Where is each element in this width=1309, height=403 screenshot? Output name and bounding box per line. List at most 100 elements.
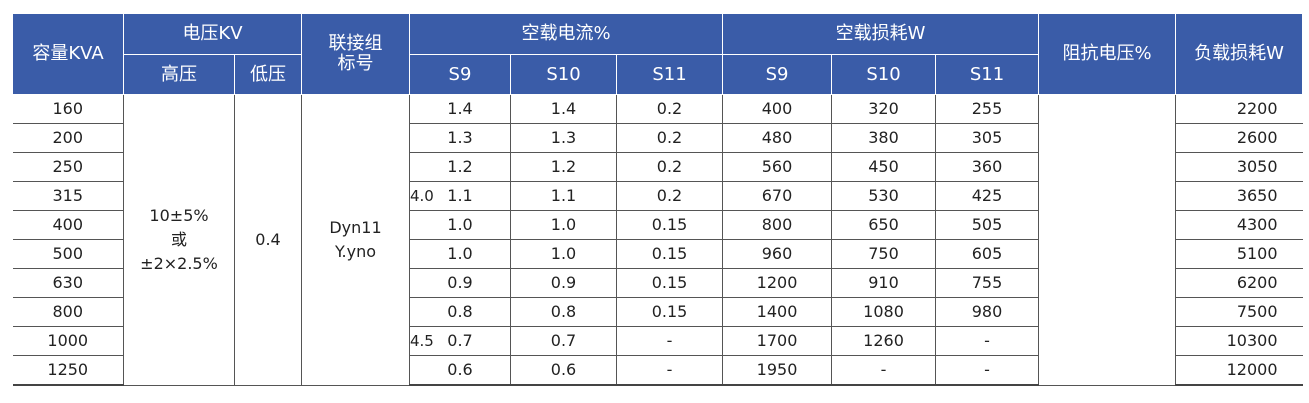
loss-s11-cell: 305 [935, 123, 1040, 153]
loss-s9-cell: 1950 [722, 355, 833, 386]
impedance-value-4-0: 4.0 [410, 187, 434, 205]
header-load-loss: 负载损耗W [1175, 13, 1304, 95]
table-row: 250 1.2 1.2 0.2 560 450 360 3050 [12, 152, 1303, 182]
header-loss-s10: S10 [831, 54, 937, 95]
current-s10-cell: 0.6 [510, 355, 617, 386]
current-s11-cell: - [615, 326, 724, 356]
header-no-load-current: 空载电流% [408, 13, 724, 55]
loss-s9-cell: 480 [722, 123, 833, 153]
current-s9-cell: 1.0 [409, 210, 511, 240]
loss-s11-cell: - [935, 326, 1040, 356]
header-connection-group: 联接组 标号 [301, 13, 410, 95]
header-loss-s9: S9 [722, 54, 833, 95]
high-voltage-line3: ±2×2.5% [140, 253, 218, 273]
current-s10-cell: 1.1 [510, 181, 617, 211]
loss-s9-cell: 1200 [722, 268, 833, 298]
capacity-cell: 630 [12, 268, 124, 298]
loss-s11-cell: - [935, 355, 1040, 386]
loss-s11-cell: 255 [935, 94, 1040, 124]
loss-s11-cell: 605 [935, 239, 1040, 269]
load-loss-cell: 3650 [1175, 181, 1303, 211]
loss-s10-cell: 450 [831, 152, 937, 182]
high-voltage-line1: 10±5% [149, 205, 209, 225]
header-no-load-loss: 空载损耗W [722, 13, 1040, 55]
table-row: 800 0.8 0.8 0.15 1400 1080 980 7500 [12, 297, 1303, 327]
loss-s9-cell: 670 [722, 181, 833, 211]
current-s9-cell: 1.3 [409, 123, 511, 153]
current-s10-cell: 0.7 [510, 326, 617, 356]
header-current-s9: S9 [409, 54, 511, 95]
current-s9-cell: 0.8 [409, 297, 511, 327]
capacity-cell: 500 [12, 239, 124, 269]
current-s10-cell: 0.8 [510, 297, 617, 327]
loss-s11-cell: 425 [935, 181, 1040, 211]
current-s10-cell: 1.2 [510, 152, 617, 182]
header-capacity: 容量KVA [12, 13, 124, 95]
current-s9-cell: 1.4 [409, 94, 511, 124]
transformer-spec-table: 容量KVA 电压KV 联接组 标号 空载电流% 空载损耗W 阻抗电压% 负载损耗… [12, 13, 1304, 386]
loss-s11-cell: 360 [935, 152, 1040, 182]
current-s11-cell: 0.2 [615, 152, 724, 182]
loss-s10-cell: 910 [831, 268, 937, 298]
table-row: 500 1.0 1.0 0.15 960 750 605 5100 [12, 239, 1303, 269]
current-s11-cell: 0.15 [615, 210, 724, 240]
loss-s9-cell: 400 [722, 94, 833, 124]
load-loss-cell: 2200 [1175, 94, 1303, 124]
current-s10-cell: 1.4 [510, 94, 617, 124]
current-s9-cell: 4.5 0.7 [409, 326, 511, 356]
header-current-s10: S10 [510, 54, 617, 95]
loss-s11-cell: 980 [935, 297, 1040, 327]
loss-s10-cell: 1080 [831, 297, 937, 327]
loss-s9-cell: 1400 [722, 297, 833, 327]
current-s10-cell: 1.0 [510, 239, 617, 269]
capacity-cell: 800 [12, 297, 124, 327]
capacity-cell: 1000 [12, 326, 124, 356]
capacity-cell: 200 [12, 123, 124, 153]
load-loss-cell: 5100 [1175, 239, 1303, 269]
loss-s10-cell: 530 [831, 181, 937, 211]
current-s11-cell: 0.15 [615, 297, 724, 327]
loss-s10-cell: 1260 [831, 326, 937, 356]
table-row: 315 4.0 1.1 1.1 0.2 670 530 425 3650 [12, 181, 1303, 211]
current-s11-cell: 0.2 [615, 94, 724, 124]
current-s9-cell: 0.9 [409, 268, 511, 298]
current-s9-cell: 0.6 [409, 355, 511, 386]
connection-line1: Dyn11 [329, 217, 382, 237]
current-s10-cell: 0.9 [510, 268, 617, 298]
load-loss-cell: 3050 [1175, 152, 1303, 182]
load-loss-cell: 4300 [1175, 210, 1303, 240]
capacity-cell: 400 [12, 210, 124, 240]
high-voltage-line2: 或 [170, 229, 187, 249]
load-loss-cell: 6200 [1175, 268, 1303, 298]
current-s9-cell: 1.0 [409, 239, 511, 269]
header-current-s11: S11 [615, 54, 724, 95]
impedance-cell [1038, 94, 1177, 386]
loss-s10-cell: 320 [831, 94, 937, 124]
header-high-voltage: 高压 [123, 54, 235, 95]
current-s11-cell: 0.2 [615, 181, 724, 211]
connection-line2: Y.yno [334, 241, 376, 261]
header-low-voltage: 低压 [234, 54, 302, 95]
loss-s9-cell: 1700 [722, 326, 833, 356]
table-row: 1000 4.5 0.7 0.7 - 1700 1260 - 10300 [12, 326, 1303, 356]
connection-group-cell: Dyn11 Y.yno [301, 94, 410, 386]
loss-s10-cell: 380 [831, 123, 937, 153]
loss-s9-cell: 800 [722, 210, 833, 240]
load-loss-cell: 2600 [1175, 123, 1303, 153]
loss-s9-cell: 560 [722, 152, 833, 182]
impedance-value-4-5: 4.5 [410, 332, 434, 350]
current-s9-value: 1.1 [447, 186, 473, 205]
load-loss-cell: 12000 [1175, 355, 1303, 386]
current-s11-cell: 0.2 [615, 123, 724, 153]
loss-s10-cell: 650 [831, 210, 937, 240]
capacity-cell: 1250 [12, 355, 124, 386]
current-s11-cell: 0.15 [615, 268, 724, 298]
current-s10-cell: 1.0 [510, 210, 617, 240]
low-voltage-cell: 0.4 [234, 94, 302, 386]
header-connection-line1: 联接组 [328, 33, 383, 54]
table-row: 160 10±5% 或 ±2×2.5% 0.4 Dyn11 Y.yno 1.4 … [12, 94, 1303, 386]
capacity-cell: 250 [12, 152, 124, 182]
current-s9-cell: 4.0 1.1 [409, 181, 511, 211]
current-s11-cell: 0.15 [615, 239, 724, 269]
header-connection-line2: 标号 [337, 53, 374, 74]
